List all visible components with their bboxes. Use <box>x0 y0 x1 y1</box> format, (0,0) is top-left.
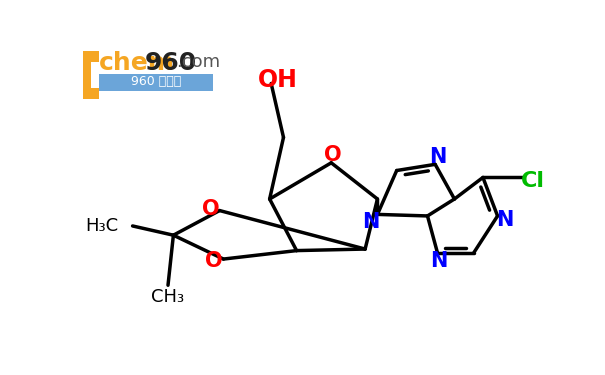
Bar <box>99 74 212 91</box>
Text: N: N <box>429 147 446 166</box>
Text: CH₃: CH₃ <box>151 288 185 306</box>
Text: OH: OH <box>257 68 297 92</box>
Text: 960: 960 <box>145 51 197 75</box>
Text: chem: chem <box>99 51 175 75</box>
Text: Cl: Cl <box>521 171 545 190</box>
Text: N: N <box>497 210 514 230</box>
Text: O: O <box>205 251 223 271</box>
Text: 960 化工网: 960 化工网 <box>131 75 181 88</box>
Text: .com: .com <box>175 54 220 72</box>
Polygon shape <box>83 51 99 99</box>
Text: O: O <box>324 145 342 165</box>
Text: H₃C: H₃C <box>85 217 119 235</box>
Text: N: N <box>362 212 380 232</box>
Text: N: N <box>430 251 448 271</box>
Text: O: O <box>201 199 219 219</box>
